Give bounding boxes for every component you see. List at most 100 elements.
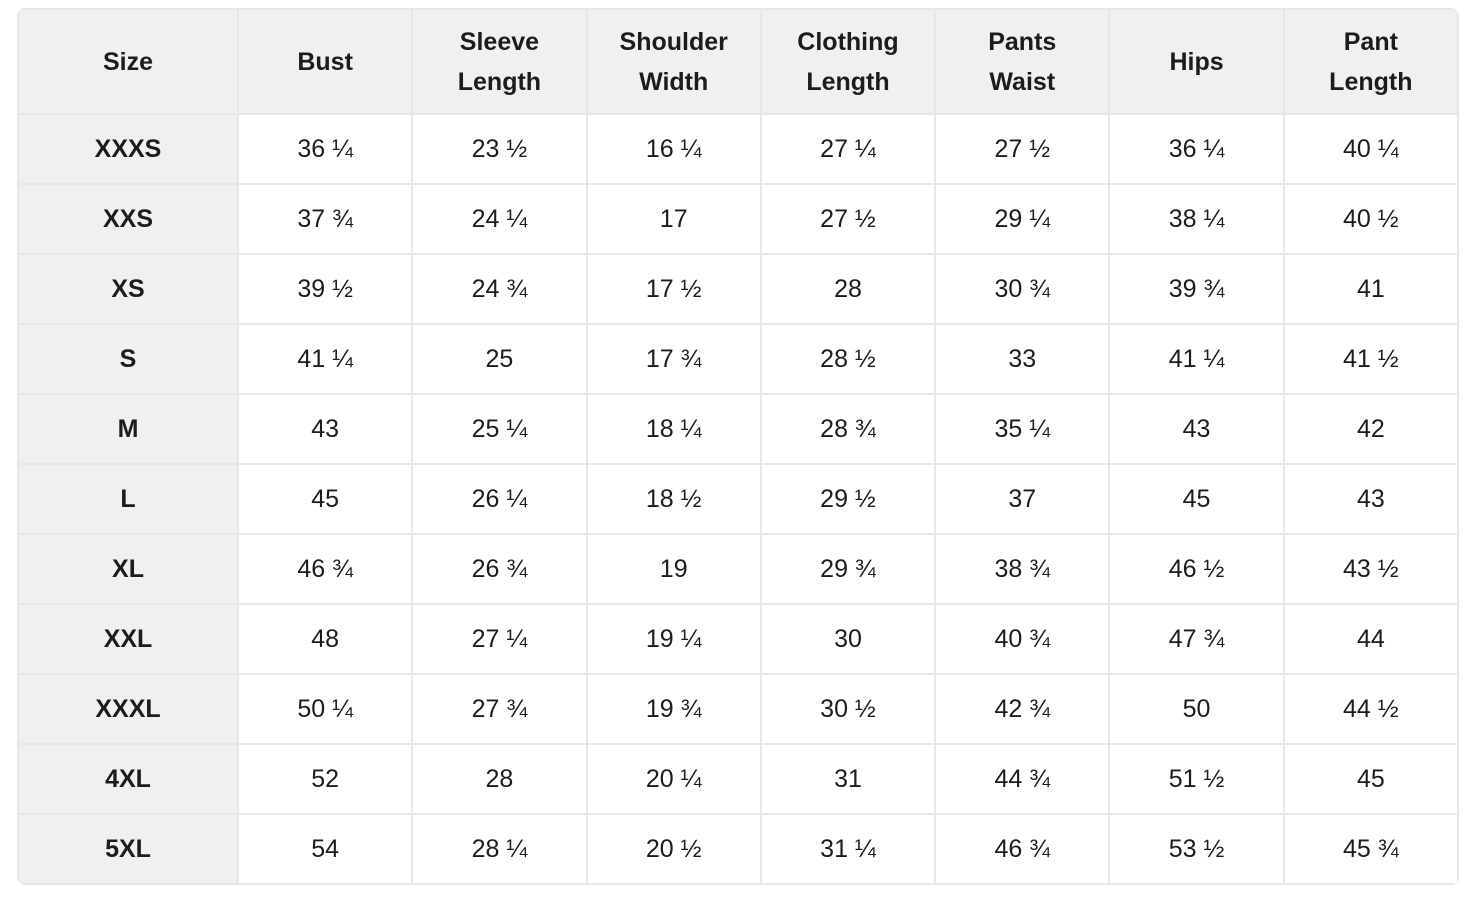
measurement-cell: 52 [236,743,414,815]
measurement-cell: 19 ¾ [585,673,762,745]
measurement-cell: 17 ½ [585,253,762,325]
measurement-cell: 41 ¼ [236,323,414,395]
measurement-cell: 19 [585,533,762,605]
table-row-5xl: 5XL 54 28 ¼ 20 ½ 31 ¼ 46 ¾ 53 ½ 45 ¾ [17,813,1459,885]
measurement-cell: 27 ½ [934,113,1111,185]
measurement-cell: 30 [759,603,937,675]
measurement-cell: 50 [1108,673,1285,745]
measurement-cell: 30 ½ [759,673,937,745]
measurement-cell: 51 ½ [1108,743,1285,815]
measurement-cell: 44 ½ [1282,673,1459,745]
row-label-size: 5XL [17,813,239,885]
measurement-cell: 27 ¼ [759,113,937,185]
row-label-size: 4XL [17,743,239,815]
measurement-cell: 45 [236,463,414,535]
measurement-cell: 27 ¾ [411,673,588,745]
measurement-cell: 40 ¾ [934,603,1111,675]
measurement-cell: 19 ¼ [585,603,762,675]
row-label-size: XXL [17,603,239,675]
table-row-l: L 45 26 ¼ 18 ½ 29 ½ 37 45 43 [17,463,1459,535]
measurement-cell: 44 ¾ [934,743,1111,815]
table-row-xl: XL 46 ¾ 26 ¾ 19 29 ¾ 38 ¾ 46 ½ 43 ½ [17,533,1459,605]
measurement-cell: 45 ¾ [1282,813,1459,885]
measurement-cell: 36 ¼ [1108,113,1285,185]
table-row-m: M 43 25 ¼ 18 ¼ 28 ¾ 35 ¼ 43 42 [17,393,1459,465]
table-row-xxxl: XXXL 50 ¼ 27 ¾ 19 ¾ 30 ½ 42 ¾ 50 44 ½ [17,673,1459,745]
header-row: Size Bust Sleeve Length Shoulder Width Cloth… [17,8,1459,115]
column-header-sleeve-length: Sleeve Length [411,8,588,115]
table-row-xxl: XXL 48 27 ¼ 19 ¼ 30 40 ¾ 47 ¾ 44 [17,603,1459,675]
row-label-size: S [17,323,239,395]
row-label-size: XXXL [17,673,239,745]
measurement-cell: 29 ¾ [759,533,937,605]
table-row-s: S 41 ¼ 25 17 ¾ 28 ½ 33 41 ¼ 41 ½ [17,323,1459,395]
measurement-cell: 28 [411,743,588,815]
column-header-bust: Bust [236,8,414,115]
measurement-cell: 16 ¼ [585,113,762,185]
size-chart-container: Size Bust Sleeve Length Shoulder Width Cloth… [17,8,1459,885]
measurement-cell: 27 ½ [759,183,937,255]
row-label-size: M [17,393,239,465]
table-row-xxs: XXS 37 ¾ 24 ¼ 17 27 ½ 29 ¼ 38 ¼ 40 ½ [17,183,1459,255]
row-label-size: L [17,463,239,535]
measurement-cell: 29 ¼ [934,183,1111,255]
table-row-xxxs: XXXS 36 ¼ 23 ½ 16 ¼ 27 ¼ 27 ½ 36 ¼ 40 ¼ [17,113,1459,185]
row-label-size: XL [17,533,239,605]
measurement-cell: 48 [236,603,414,675]
measurement-cell: 46 ¾ [934,813,1111,885]
column-header-pant-length: Pant Length [1282,8,1459,115]
column-header-hips: Hips [1108,8,1285,115]
measurement-cell: 28 ½ [759,323,937,395]
measurement-cell: 42 [1282,393,1459,465]
measurement-cell: 25 ¼ [411,393,588,465]
measurement-cell: 30 ¾ [934,253,1111,325]
row-label-size: XS [17,253,239,325]
measurement-cell: 41 [1282,253,1459,325]
column-header-shoulder-width: Shoulder Width [585,8,762,115]
measurement-cell: 40 ½ [1282,183,1459,255]
measurement-cell: 35 ¼ [934,393,1111,465]
measurement-cell: 26 ¾ [411,533,588,605]
measurement-cell: 39 ½ [236,253,414,325]
measurement-cell: 17 ¾ [585,323,762,395]
measurement-cell: 45 [1108,463,1285,535]
size-chart-header: Size Bust Sleeve Length Shoulder Width Cloth… [17,8,1459,115]
measurement-cell: 36 ¼ [236,113,414,185]
column-header-clothing-length: Clothing Length [759,8,937,115]
table-row-xs: XS 39 ½ 24 ¾ 17 ½ 28 30 ¾ 39 ¾ 41 [17,253,1459,325]
measurement-cell: 38 ¼ [1108,183,1285,255]
measurement-cell: 18 ¼ [585,393,762,465]
measurement-cell: 27 ¼ [411,603,588,675]
measurement-cell: 33 [934,323,1111,395]
measurement-cell: 26 ¼ [411,463,588,535]
measurement-cell: 28 [759,253,937,325]
measurement-cell: 20 ¼ [585,743,762,815]
measurement-cell: 29 ½ [759,463,937,535]
measurement-cell: 43 [236,393,414,465]
measurement-cell: 43 [1108,393,1285,465]
measurement-cell: 25 [411,323,588,395]
measurement-cell: 46 ¾ [236,533,414,605]
row-label-size: XXXS [17,113,239,185]
measurement-cell: 31 [759,743,937,815]
measurement-cell: 46 ½ [1108,533,1285,605]
measurement-cell: 37 ¾ [236,183,414,255]
measurement-cell: 54 [236,813,414,885]
measurement-cell: 18 ½ [585,463,762,535]
table-row-4xl: 4XL 52 28 20 ¼ 31 44 ¾ 51 ½ 45 [17,743,1459,815]
measurement-cell: 31 ¼ [759,813,937,885]
measurement-cell: 28 ¼ [411,813,588,885]
measurement-cell: 45 [1282,743,1459,815]
measurement-cell: 53 ½ [1108,813,1285,885]
measurement-cell: 38 ¾ [934,533,1111,605]
measurement-cell: 40 ¼ [1282,113,1459,185]
measurement-cell: 23 ½ [411,113,588,185]
measurement-cell: 47 ¾ [1108,603,1285,675]
measurement-cell: 43 [1282,463,1459,535]
measurement-cell: 28 ¾ [759,393,937,465]
measurement-cell: 50 ¼ [236,673,414,745]
size-chart-table: Size Bust Sleeve Length Shoulder Width Cloth… [17,8,1459,885]
measurement-cell: 17 [585,183,762,255]
